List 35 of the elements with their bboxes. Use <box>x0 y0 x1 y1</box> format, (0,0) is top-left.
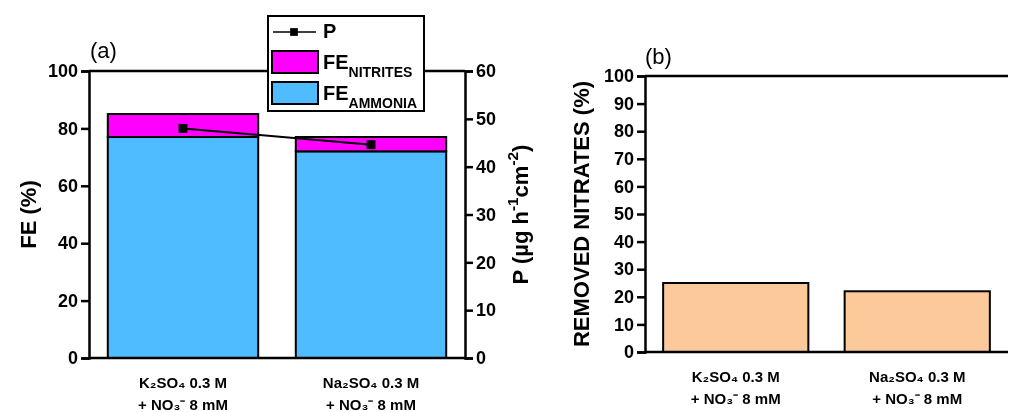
y-tick-label: 80 <box>57 118 78 139</box>
y2-tick-label: 10 <box>476 300 497 321</box>
y-tick-label: 0 <box>67 348 78 369</box>
y-tick-label: 80 <box>613 121 634 142</box>
x-tick-label: Na₂SO₄ 0.3 M + NO₃⁻ 8 mM <box>322 374 420 412</box>
legend-label: FE$_{NITRITES}$ <box>323 51 413 80</box>
y-tick-label: 10 <box>613 314 634 335</box>
y-tick-label: 100 <box>603 66 634 87</box>
y-tick-label: 40 <box>613 231 634 252</box>
y2-tick-label: 30 <box>476 204 497 225</box>
y2-tick-label: 40 <box>476 156 497 177</box>
y-tick-label: 60 <box>57 176 78 197</box>
x-tick-label: K₂SO₄ 0.3 M + NO₃⁻ 8 mM <box>690 368 781 407</box>
legend-label: P <box>323 20 337 42</box>
y-tick-label: 0 <box>623 342 634 363</box>
y-tick-label: 50 <box>613 204 634 225</box>
y-tick-label: 30 <box>613 259 634 280</box>
y-tick-label: 90 <box>613 93 634 114</box>
y-tick-label: 20 <box>57 290 78 311</box>
y-axis-title: FE (%) <box>15 180 41 249</box>
y-tick-label: 70 <box>613 149 634 170</box>
y-tick-label: 100 <box>47 61 78 82</box>
y2-tick-label: 50 <box>476 109 497 130</box>
y-tick-label: 20 <box>613 287 634 308</box>
y2-tick-label: 60 <box>476 61 497 82</box>
x-tick-label: Na₂SO₄ 0.3 M + NO₃⁻ 8 mM <box>869 368 966 407</box>
y-tick-label: 40 <box>57 233 78 254</box>
y2-tick-label: 0 <box>476 348 487 369</box>
x-tick-label: K₂SO₄ 0.3 M + NO₃⁻ 8 mM <box>138 374 228 412</box>
y2-tick-label: 20 <box>476 252 497 273</box>
y-tick-label: 60 <box>613 176 634 197</box>
chart-title: (a) <box>90 38 117 63</box>
legend-label: FE$_{AMMONIA}$ <box>323 82 417 111</box>
chart-title: (b) <box>645 44 672 69</box>
y-axis-title: REMOVED NITRATES (%) <box>568 80 594 348</box>
